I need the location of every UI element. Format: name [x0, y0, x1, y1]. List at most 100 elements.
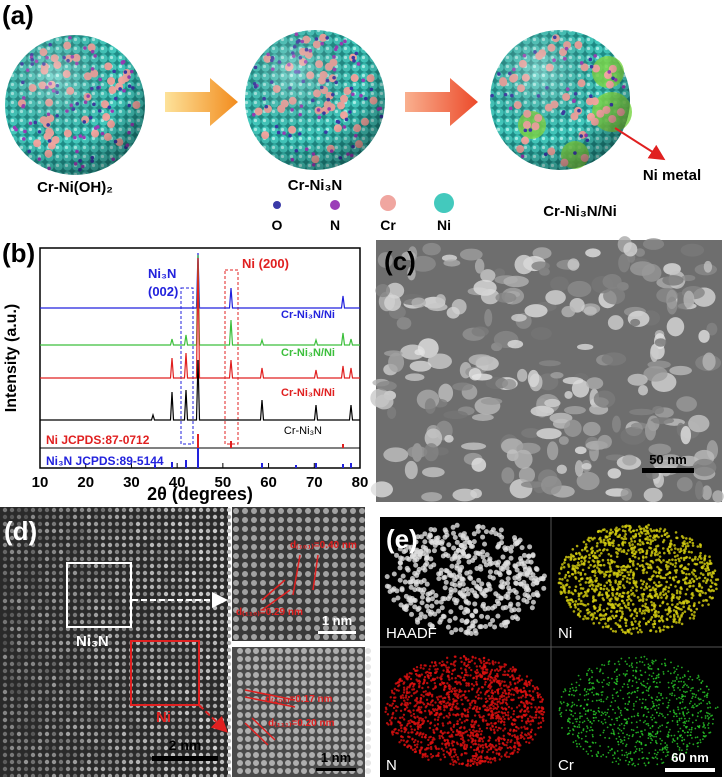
signal — [574, 572, 577, 575]
signal — [655, 584, 658, 587]
signal — [659, 575, 662, 578]
lattice — [136, 718, 140, 722]
signal — [673, 620, 676, 623]
lattice — [3, 711, 7, 715]
signal — [415, 620, 420, 625]
signal — [653, 606, 656, 609]
lattice — [52, 739, 56, 743]
lattice — [31, 578, 35, 582]
lattice — [171, 725, 175, 729]
lattice — [192, 606, 196, 610]
lattice — [52, 662, 56, 666]
signal — [429, 610, 434, 615]
particle — [514, 450, 532, 469]
lattice — [359, 634, 365, 640]
signal — [522, 695, 524, 697]
signal — [513, 729, 515, 731]
lattice — [227, 585, 231, 589]
signal — [469, 631, 474, 636]
signal — [495, 722, 497, 724]
lattice — [296, 517, 302, 523]
signal — [655, 630, 658, 633]
lattice — [157, 746, 161, 750]
particle — [425, 398, 436, 414]
lattice — [305, 598, 311, 604]
lattice — [325, 680, 331, 686]
signal — [676, 554, 679, 557]
lattice — [269, 752, 275, 758]
signal — [477, 587, 482, 592]
lattice — [80, 690, 84, 694]
signal — [594, 552, 597, 555]
signal — [395, 595, 400, 600]
signal — [534, 566, 539, 571]
signal — [486, 700, 488, 702]
lattice — [220, 648, 224, 652]
lattice — [52, 529, 56, 533]
particle — [688, 415, 709, 432]
lattice — [359, 616, 365, 622]
lattice — [341, 712, 347, 718]
particle — [564, 406, 586, 414]
lattice — [323, 589, 329, 595]
signal — [430, 753, 432, 755]
lattice — [59, 550, 63, 554]
lattice — [227, 634, 231, 638]
signal — [715, 578, 718, 581]
signal — [401, 574, 406, 579]
lattice — [157, 550, 161, 554]
lattice — [108, 585, 112, 589]
lattice — [3, 627, 7, 631]
lattice — [213, 739, 217, 743]
lattice — [278, 544, 284, 550]
trace-label: Cr-Ni₃N/Ni — [281, 387, 335, 399]
lattice — [143, 760, 147, 764]
lattice — [3, 704, 7, 708]
lattice — [185, 620, 189, 624]
signal — [511, 707, 513, 709]
particle — [683, 291, 694, 309]
signal — [667, 626, 670, 629]
lattice — [115, 641, 119, 645]
signal — [635, 580, 638, 583]
particle — [384, 350, 403, 356]
signal — [475, 525, 480, 530]
signal — [461, 577, 466, 582]
signal — [438, 735, 440, 737]
signal — [668, 611, 671, 614]
lattice — [157, 648, 161, 652]
lattice — [59, 599, 63, 603]
signal — [474, 566, 479, 571]
lattice — [10, 732, 14, 736]
signal — [675, 531, 678, 534]
lattice — [293, 672, 299, 678]
lattice — [359, 607, 365, 613]
lattice — [206, 676, 210, 680]
signal — [520, 545, 525, 550]
signal — [611, 603, 614, 606]
signal — [461, 735, 463, 737]
lattice — [157, 676, 161, 680]
signal — [602, 588, 605, 591]
lattice — [94, 564, 98, 568]
signal — [465, 587, 470, 592]
signal — [479, 614, 484, 619]
signal — [630, 589, 633, 592]
signal — [503, 695, 505, 697]
lattice — [31, 725, 35, 729]
lattice — [227, 564, 231, 568]
lattice — [245, 648, 251, 654]
lattice — [341, 598, 347, 604]
signal — [715, 583, 718, 586]
lattice — [38, 634, 42, 638]
signal — [685, 545, 688, 548]
lattice — [80, 662, 84, 666]
lattice — [206, 690, 210, 694]
signal — [623, 565, 626, 568]
lattice — [66, 550, 70, 554]
lattice — [10, 662, 14, 666]
lattice — [80, 683, 84, 687]
lattice — [359, 544, 365, 550]
particle — [517, 369, 527, 382]
lattice — [143, 732, 147, 736]
